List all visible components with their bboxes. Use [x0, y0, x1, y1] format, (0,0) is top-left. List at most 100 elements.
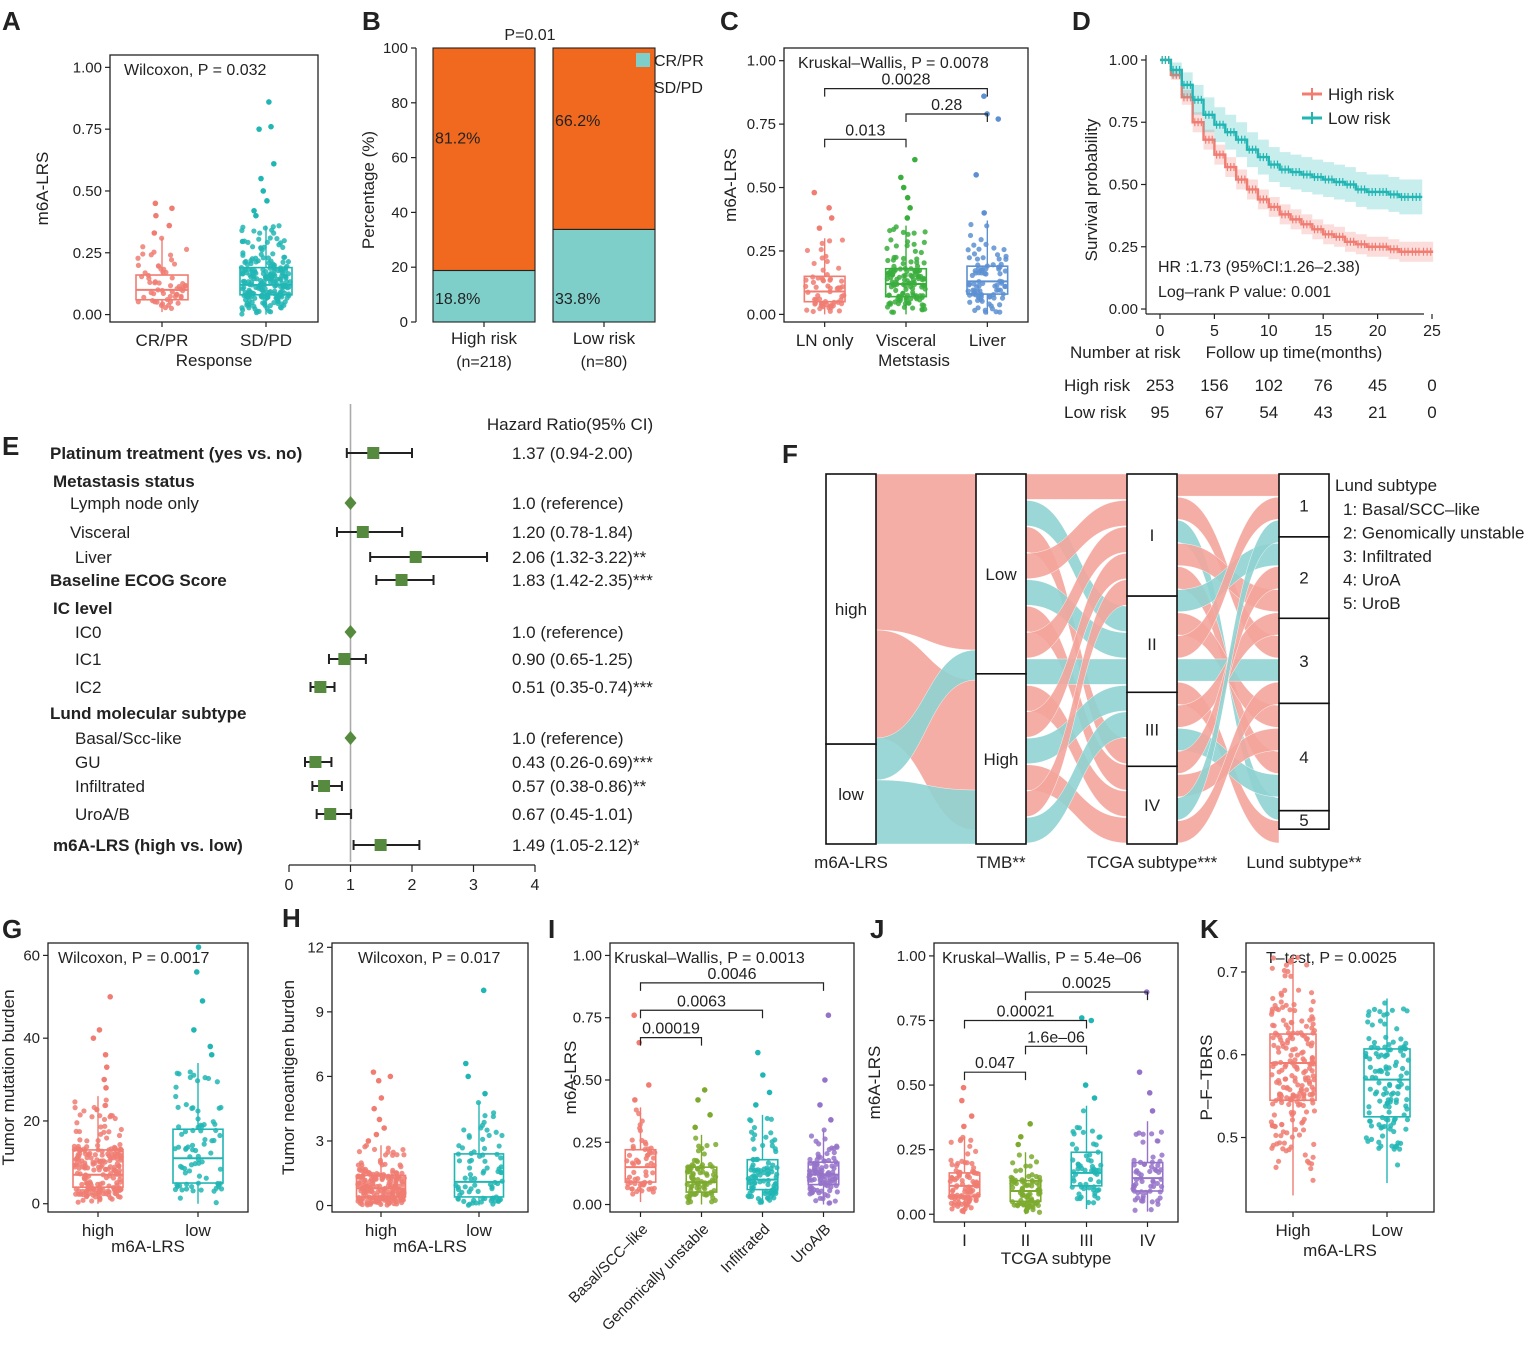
data-point [135, 255, 141, 261]
outlier-point [695, 1097, 701, 1103]
data-point [996, 256, 1002, 262]
data-point [969, 1160, 975, 1167]
forest-row-label: Metastasis status [53, 472, 195, 491]
data-point [1089, 1163, 1096, 1170]
outlier-point [960, 1084, 967, 1091]
data-point [256, 236, 262, 242]
data-point [1404, 1117, 1411, 1123]
sankey-node [825, 743, 877, 845]
data-point [630, 1191, 636, 1197]
data-point [79, 1158, 85, 1164]
data-point [1082, 1167, 1088, 1173]
data-point [253, 284, 259, 290]
data-point [1033, 1173, 1039, 1180]
hazard-ratio-text: 1.20 (0.78-1.84) [512, 523, 633, 542]
data-point [1009, 1185, 1016, 1191]
y-axis-label: m6A-LRS [561, 1041, 580, 1115]
x-tick-label: Liver [969, 331, 1006, 350]
data-point [1302, 1152, 1308, 1158]
data-point [1398, 1081, 1404, 1087]
hazard-ratio-text: 0.90 (0.65-1.25) [512, 650, 633, 669]
data-point [1394, 1162, 1401, 1168]
y-tick-label: 0.50 [1109, 177, 1138, 194]
data-point [1140, 1198, 1146, 1204]
data-point [1367, 1064, 1373, 1070]
data-point [1159, 1152, 1165, 1158]
data-point [982, 307, 988, 313]
forest-row-label: IC1 [75, 650, 101, 669]
data-point [643, 1172, 649, 1179]
data-point [1076, 1191, 1082, 1197]
box-high [72, 1149, 124, 1188]
data-point [919, 302, 925, 308]
x-tick-label: High risk [451, 329, 518, 348]
data-point [1271, 1112, 1277, 1118]
data-point [498, 1155, 504, 1161]
data-point [496, 1143, 502, 1149]
box-high [355, 1174, 407, 1198]
data-point [397, 1162, 403, 1168]
data-point [971, 242, 977, 248]
data-point [819, 1165, 825, 1171]
data-point [684, 1194, 690, 1200]
data-point [239, 227, 245, 234]
x-tick-label: 5 [1210, 323, 1219, 340]
outlier-point [1027, 1121, 1033, 1127]
hazard-ratio-marker [338, 653, 351, 665]
x-tick-label: Low risk [573, 329, 636, 348]
data-point [79, 1181, 85, 1188]
panel-label-a: A [2, 6, 21, 36]
data-point [1279, 1099, 1285, 1106]
box-visceral [884, 267, 928, 298]
data-point [73, 1161, 80, 1168]
data-point [1274, 1141, 1280, 1147]
data-point [915, 273, 921, 280]
data-point [98, 1124, 104, 1130]
outlier-point [825, 1012, 832, 1019]
bar-cr-pr [432, 269, 536, 323]
y-tick-label: 0.50 [897, 1077, 926, 1094]
outlier-point [912, 156, 918, 163]
legend-swatch [636, 80, 650, 94]
data-point [957, 1137, 963, 1144]
data-point [1273, 1132, 1279, 1138]
data-point [1307, 1091, 1313, 1098]
stat-annotation: Wilcoxon, P = 0.0017 [58, 950, 209, 967]
data-point [173, 1093, 179, 1100]
data-point [632, 1176, 638, 1182]
plot-frame [609, 942, 855, 1213]
data-point [242, 267, 248, 273]
data-point [810, 308, 816, 315]
data-point [1010, 1160, 1016, 1166]
data-point [175, 300, 181, 306]
outlier-point [169, 205, 175, 212]
data-point [81, 1108, 87, 1114]
data-point [1283, 1076, 1289, 1082]
data-point [151, 291, 157, 297]
data-point [811, 1165, 817, 1171]
flow-tmb-tcga [1025, 473, 1128, 500]
data-point [1155, 1138, 1161, 1144]
data-point [1279, 1121, 1285, 1128]
data-point [1281, 1140, 1287, 1146]
data-point [148, 252, 154, 258]
data-point [813, 1198, 819, 1204]
data-point [1304, 1158, 1311, 1164]
data-point [240, 278, 246, 285]
data-point [831, 1155, 837, 1161]
bar-value-label: 66.2% [555, 113, 600, 130]
data-point [488, 1198, 494, 1204]
data-point [765, 1195, 771, 1201]
outlier-point [268, 123, 274, 130]
data-point [482, 1113, 488, 1119]
x-tick-label: high [365, 1221, 397, 1240]
data-point [1273, 1164, 1279, 1170]
data-point [1382, 1000, 1388, 1006]
data-point [400, 1146, 406, 1153]
x-tick-label: SD/PD [240, 331, 292, 350]
data-point [1377, 1098, 1383, 1104]
data-point [109, 1196, 115, 1202]
panel-f: Fhighlowm6A-LRSLowHighTMB**IIIIIIIVTCGA … [782, 439, 1524, 872]
comparison-p-value: 0.013 [845, 122, 885, 139]
data-point [920, 293, 926, 299]
